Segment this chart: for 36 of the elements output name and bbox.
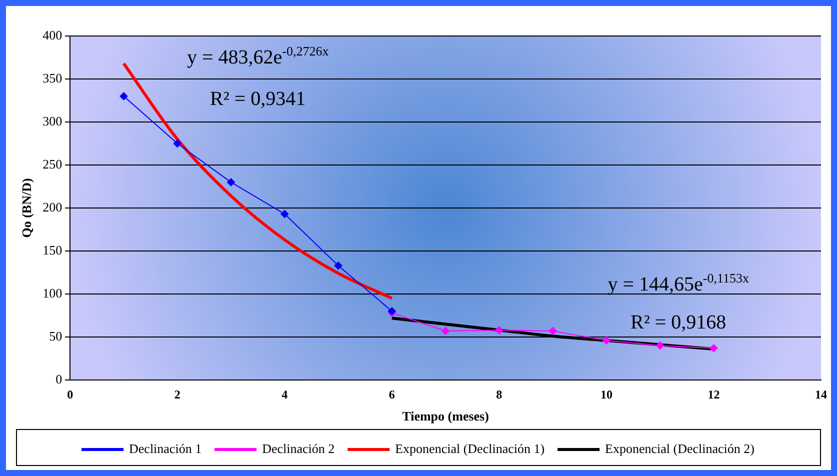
x-tick-label: 0 <box>67 387 74 402</box>
point <box>334 262 342 270</box>
point <box>120 92 128 100</box>
x-tick-label: 14 <box>815 387 827 402</box>
y-tick-label: 100 <box>42 285 62 300</box>
point <box>602 336 610 344</box>
y-tick-label: 50 <box>49 328 62 344</box>
point <box>280 210 289 218</box>
y-tick-label: 0 <box>56 371 62 386</box>
y-tick-label: 300 <box>42 113 62 128</box>
x-tick-label: 6 <box>388 387 395 402</box>
point <box>173 140 182 148</box>
y-axis-title: Qo (BN/D) <box>19 178 34 238</box>
y-tick-label: 200 <box>42 199 62 214</box>
x-tick-label: 4 <box>282 387 288 402</box>
y-tick-label: 350 <box>42 70 62 86</box>
x-tick-label: 2 <box>174 387 180 402</box>
annotation: R² = 0,9341 <box>210 88 306 110</box>
point <box>710 344 718 352</box>
y-tick-label: 250 <box>42 156 62 172</box>
point <box>442 326 450 335</box>
point <box>495 326 504 334</box>
y-tick-label: 400 <box>42 27 62 42</box>
point <box>656 342 664 350</box>
point <box>227 178 236 186</box>
x-tick-label: 8 <box>496 387 502 402</box>
legend-label: Declinación 2 <box>262 440 335 456</box>
legend-label: Declinación 1 <box>129 440 202 456</box>
legend-label: Exponencial (Declinación 2) <box>605 440 754 456</box>
x-axis-title: Tiempo (meses) <box>402 408 489 424</box>
point <box>548 326 557 335</box>
x-tick-label: 12 <box>708 387 720 402</box>
legend-label: Exponencial (Declinación 1) <box>395 440 545 456</box>
x-tick-label: 10 <box>600 387 612 402</box>
annotation: R² = 0,9168 <box>630 311 726 334</box>
y-tick-label: 150 <box>42 242 62 258</box>
